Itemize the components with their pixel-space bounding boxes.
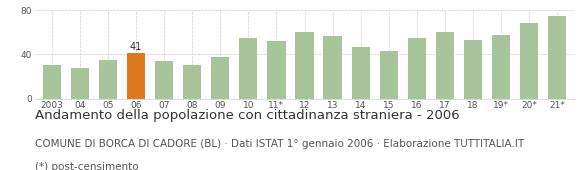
Bar (492, 35, 510, 99)
Bar (324, 36, 342, 99)
Bar (239, 38, 258, 99)
Bar (380, 51, 398, 99)
Text: Andamento della popolazione con cittadinanza straniera - 2006: Andamento della popolazione con cittadin… (35, 109, 459, 122)
Text: (*) post-censimento: (*) post-censimento (35, 162, 139, 170)
Bar (548, 16, 567, 99)
Bar (183, 65, 201, 99)
Text: COMUNE DI BORCA DI CADORE (BL) · Dati ISTAT 1° gennaio 2006 · Elaborazione TUTTI: COMUNE DI BORCA DI CADORE (BL) · Dati IS… (35, 139, 524, 149)
Bar (71, 68, 89, 99)
Bar (127, 53, 145, 99)
Bar (436, 32, 454, 99)
Text: 41: 41 (130, 42, 142, 52)
Bar (42, 65, 61, 99)
Bar (211, 57, 229, 99)
Bar (520, 23, 538, 99)
Bar (464, 40, 482, 99)
Bar (155, 61, 173, 99)
Bar (267, 41, 285, 99)
Bar (295, 32, 314, 99)
Bar (351, 47, 370, 99)
Bar (99, 60, 117, 99)
Bar (408, 38, 426, 99)
